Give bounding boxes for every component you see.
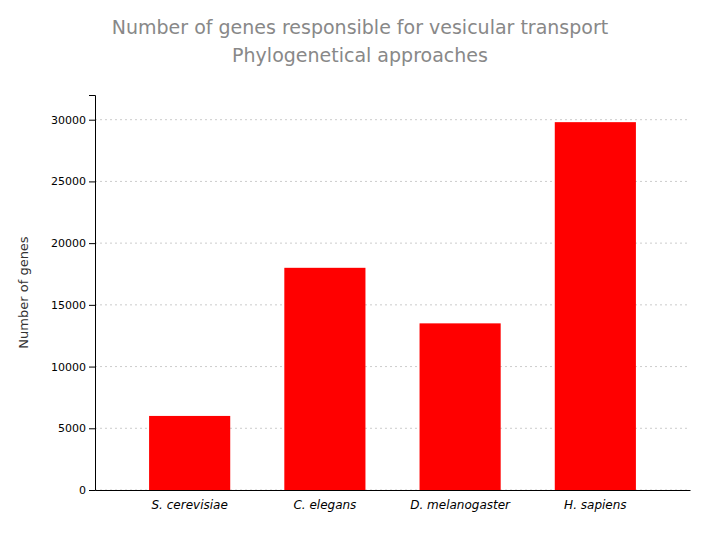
plot-area: 0 5000 10000 15000 20000 25000 30000 S. cerevis… (51, 96, 691, 512)
tick: 5000 (58, 422, 95, 435)
title: Number of genes responsible for vesicula… (112, 16, 608, 38)
tick-label: D. melanogaster (410, 498, 511, 512)
tick: C. elegans (293, 498, 356, 512)
x-axis: S. cerevisiae C. elegans D. melanogaster H.… (96, 491, 691, 512)
tick-label: 30000 (51, 114, 86, 127)
tick: S. cerevisiae (152, 498, 228, 512)
tick: D. melanogaster (410, 498, 511, 512)
bar (149, 416, 230, 490)
tick-mark (89, 305, 95, 306)
grid (95, 120, 690, 490)
tick-label: 25000 (51, 175, 86, 188)
tick-label: C. elegans (293, 498, 356, 512)
tick-mark (89, 428, 95, 429)
axis-line (89, 96, 96, 491)
tick: 20000 (51, 237, 95, 250)
tick-label: 10000 (51, 361, 86, 374)
axis-line (96, 490, 691, 491)
bar (420, 323, 501, 490)
tick-label: 0 (79, 484, 86, 497)
tick-mark (89, 490, 95, 491)
tick-mark (89, 181, 95, 182)
tick: 30000 (51, 114, 95, 127)
tick-mark (89, 367, 95, 368)
y-axis-title: Number of genes (16, 236, 31, 349)
tick-label: H. sapiens (564, 498, 626, 512)
tick: 15000 (51, 299, 95, 312)
tick-label: 15000 (51, 299, 86, 312)
bar (555, 122, 636, 490)
subtitle: Phylogenetical approaches (232, 44, 488, 66)
tick-label: S. cerevisiae (152, 498, 228, 512)
tick-label: 20000 (51, 237, 86, 250)
bars (149, 122, 636, 490)
tick-mark (89, 120, 95, 121)
tick: 25000 (51, 175, 95, 188)
tick: 10000 (51, 361, 95, 374)
y-axis: 0 5000 10000 15000 20000 25000 30000 (51, 96, 96, 498)
grid-line (95, 119, 690, 120)
chart: 0 5000 10000 15000 20000 25000 30000 S. cerevis… (0, 0, 720, 540)
tick: 0 (79, 484, 95, 497)
tick-mark (89, 243, 95, 244)
bar (284, 268, 365, 490)
tick-label: 5000 (58, 422, 86, 435)
tick: H. sapiens (564, 498, 626, 512)
